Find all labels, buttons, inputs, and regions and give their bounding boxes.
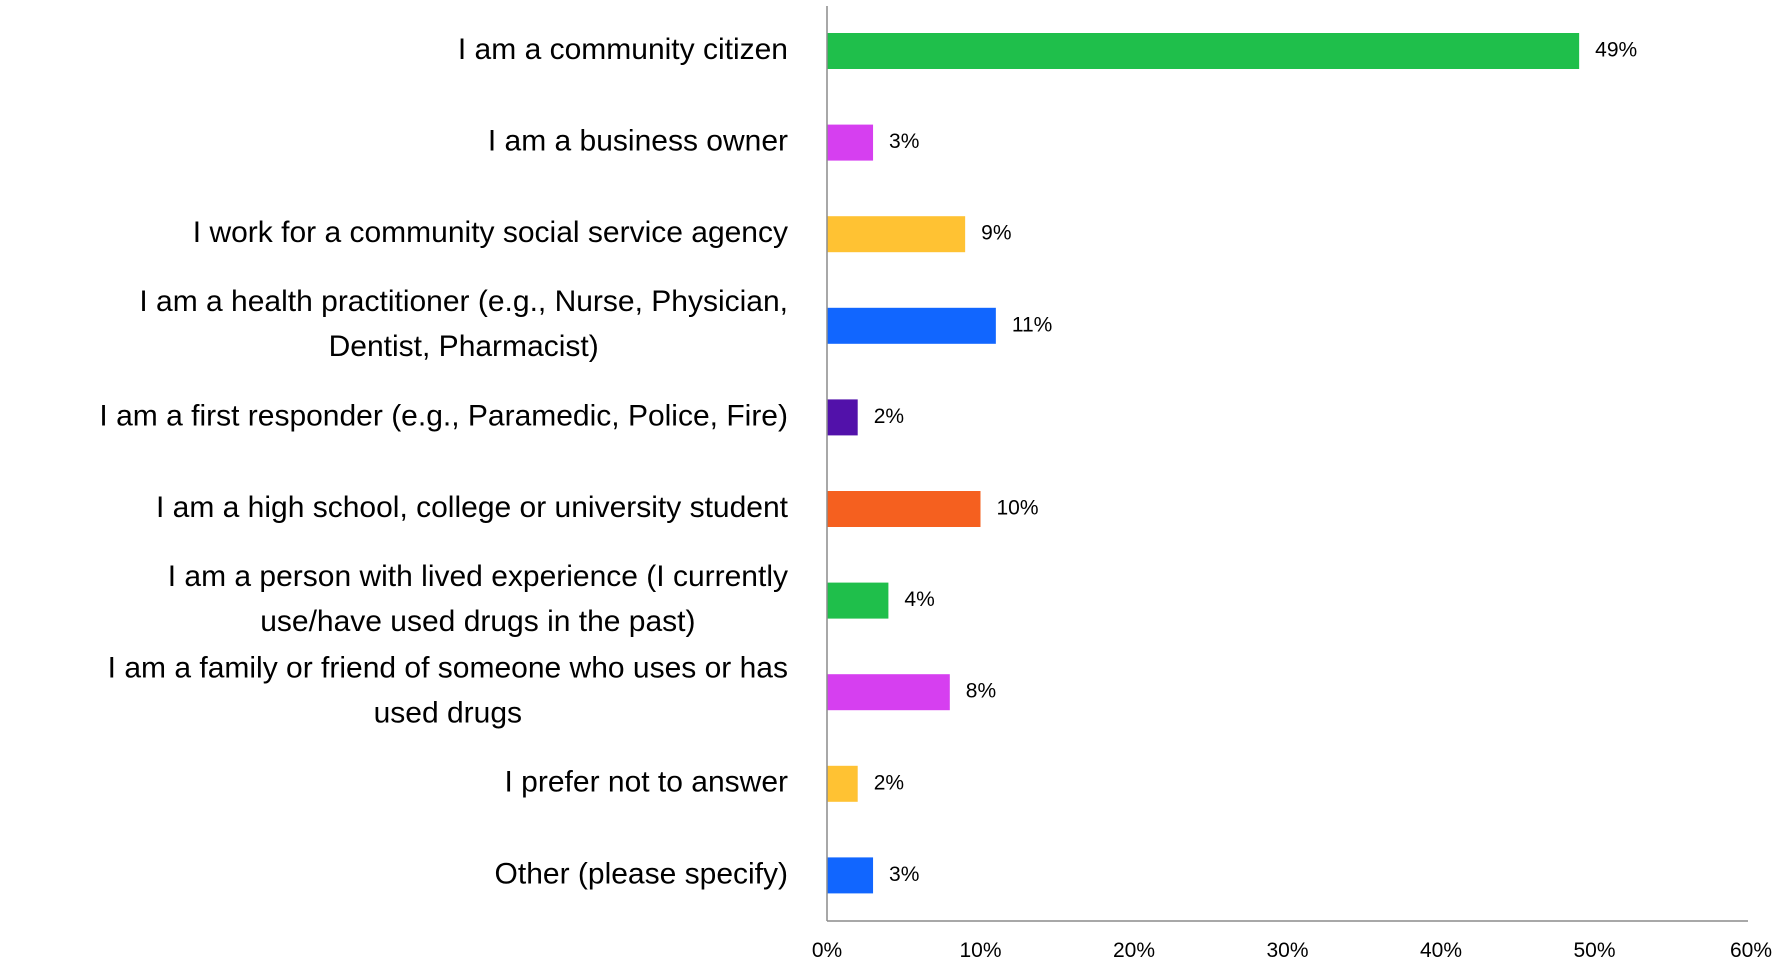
bars — [827, 33, 1580, 894]
category-label-4: I am a first responder (e.g., Paramedic,… — [99, 399, 788, 432]
bar-8 — [827, 765, 858, 802]
bar-value-label-8: 2% — [874, 771, 904, 794]
category-label-9-line-0: Other (please specify) — [495, 857, 788, 890]
bar-9 — [827, 857, 874, 894]
category-label-9: Other (please specify) — [495, 857, 788, 890]
bar-6 — [827, 582, 889, 619]
bar-value-label-9: 3% — [889, 863, 919, 886]
category-labels: I am a community citizen I am a business … — [99, 33, 788, 890]
category-label-1: I am a business owner — [488, 125, 788, 158]
bar-value-label-2: 9% — [981, 222, 1011, 245]
category-label-4-line-0: I am a first responder (e.g., Paramedic,… — [99, 399, 788, 432]
category-label-3: I am a health practitioner (e.g., Nurse,… — [139, 285, 788, 363]
bar-value-label-5: 10% — [997, 497, 1039, 520]
bar-1 — [827, 124, 874, 161]
x-tick-label-6: 60% — [1730, 939, 1772, 962]
category-label-6-line-1: use/have used drugs in the past) — [260, 605, 695, 638]
category-label-0: I am a community citizen — [458, 33, 788, 66]
x-tick-label-5: 50% — [1573, 939, 1615, 962]
x-tick-label-4: 40% — [1420, 939, 1462, 962]
category-label-7: I am a family or friend of someone who u… — [108, 652, 788, 730]
x-tick-label-1: 10% — [959, 939, 1001, 962]
bar-5 — [827, 491, 981, 527]
category-label-6-line-0: I am a person with lived experience (I c… — [168, 560, 788, 593]
bar-value-label-7: 8% — [966, 680, 996, 703]
category-label-6: I am a person with lived experience (I c… — [168, 560, 788, 638]
bar-value-label-4: 2% — [874, 405, 904, 428]
bar-4 — [827, 399, 858, 436]
category-label-2-line-0: I work for a community social service ag… — [193, 216, 788, 249]
bar-3 — [827, 307, 996, 344]
x-tick-label-0: 0% — [812, 939, 842, 962]
axes — [826, 6, 1748, 922]
bar-value-label-3: 11% — [1012, 313, 1052, 336]
bar-value-label-0: 49% — [1595, 39, 1637, 62]
category-label-7-line-0: I am a family or friend of someone who u… — [108, 652, 788, 685]
category-label-8: I prefer not to answer — [505, 766, 788, 799]
category-label-3-line-1: Dentist, Pharmacist) — [329, 330, 599, 363]
category-label-5-line-0: I am a high school, college or universit… — [156, 491, 789, 524]
category-label-0-line-0: I am a community citizen — [458, 33, 788, 66]
x-tick-labels: 0% 10% 20% 30% 40% 50% 60% — [812, 939, 1772, 962]
bar-value-label-1: 3% — [889, 130, 919, 153]
category-label-2: I work for a community social service ag… — [193, 216, 788, 249]
bar-2 — [827, 216, 966, 253]
bar-7 — [827, 674, 950, 711]
category-label-3-line-0: I am a health practitioner (e.g., Nurse,… — [139, 285, 788, 318]
value-labels: 49% 3% 9% 11% 2% 10% 4% 8% 2% 3% — [874, 39, 1637, 886]
x-tick-label-3: 30% — [1266, 939, 1308, 962]
category-label-8-line-0: I prefer not to answer — [505, 766, 788, 799]
category-label-1-line-0: I am a business owner — [488, 125, 788, 158]
bar-0 — [827, 33, 1580, 69]
bar-value-label-6: 4% — [904, 588, 934, 611]
category-label-5: I am a high school, college or universit… — [156, 491, 789, 524]
category-label-7-line-1: used drugs — [374, 697, 522, 730]
x-tick-label-2: 20% — [1113, 939, 1155, 962]
